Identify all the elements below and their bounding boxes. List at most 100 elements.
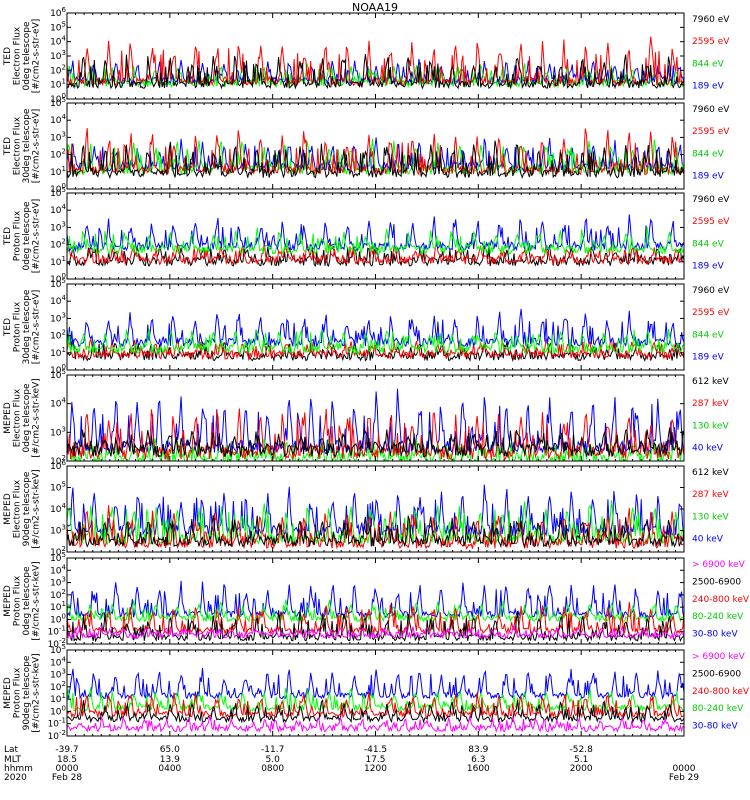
- y-axis-label-line: Proton Flux: [13, 301, 23, 352]
- y-tick-label: 105: [50, 368, 66, 381]
- y-tick-label: 104: [50, 563, 66, 576]
- y-axis-label-line: Electron Flux: [13, 26, 23, 85]
- legend-entry: 189 eV: [692, 82, 725, 92]
- series-line-612-kev: [66, 427, 685, 458]
- legend-entry: 2595 eV: [692, 217, 730, 227]
- x-tick-label: -41.5: [364, 745, 387, 755]
- y-axis-label-line: MEPED: [3, 402, 13, 434]
- y-tick-label: 100: [50, 272, 66, 285]
- x-tick-label: 65.0: [160, 745, 180, 755]
- y-tick-label: 100: [50, 363, 66, 376]
- legend-entry: > 6900 keV: [692, 560, 746, 570]
- y-tick-label: 103: [50, 49, 66, 62]
- y-axis-label-line: TED: [3, 47, 13, 66]
- y-axis-label-line: 0deg telescope: [22, 21, 32, 91]
- series-line-844-ev: [66, 226, 685, 256]
- y-tick-label: 103: [50, 425, 66, 438]
- y-axis-label-line: 90deg telescope: [22, 471, 32, 546]
- panel-2: 100 101 102 103 104 105 TED Electron Flux 30deg …: [3, 96, 730, 195]
- series-line-80-240-kev: [66, 599, 685, 623]
- legend-entry: 40 keV: [692, 535, 724, 545]
- y-tick-label: 10-2: [48, 637, 66, 650]
- y-tick-label: 104: [50, 294, 66, 307]
- legend-entry: 287 keV: [692, 399, 729, 409]
- y-axis-label-line: 0deg telescope: [22, 383, 32, 453]
- series-line-2595-ev: [66, 337, 685, 361]
- y-axis-label-line: [#/cm2-s-str-eV]: [32, 290, 42, 365]
- legend-entry: 189 eV: [692, 172, 725, 182]
- y-axis-label-line: 0deg telescope: [22, 566, 32, 636]
- y-tick-label: 104: [50, 35, 66, 48]
- y-tick-label: 104: [50, 655, 66, 668]
- x-tick-label: 0800: [261, 764, 284, 774]
- series-line-2500-6900: [66, 610, 685, 643]
- y-tick-label: 102: [50, 148, 66, 161]
- y-tick-label: 101: [50, 165, 66, 178]
- y-tick-label: 105: [50, 481, 66, 494]
- legend-entry: 189 eV: [692, 353, 725, 363]
- y-axis-label-line: Proton Flux: [13, 210, 23, 261]
- series-line-2500-6900: [66, 699, 685, 724]
- y-tick-label: 103: [50, 130, 66, 143]
- y-axis-label-line: [#/cm2-s-str-eV]: [32, 199, 42, 274]
- legend-entry: 2500-6900: [692, 669, 741, 679]
- legend-entry: 30-80 keV: [692, 722, 738, 732]
- legend-entry: 2500-6900: [692, 577, 741, 587]
- series-line-844-ev: [66, 328, 685, 356]
- x-row-label: hhmm: [4, 764, 33, 774]
- y-axis-label-line: Proton Flux: [13, 667, 23, 718]
- y-tick-label: 10-1: [48, 625, 66, 638]
- y-axis-label-line: 90deg telescope: [22, 655, 32, 730]
- y-tick-label: 103: [50, 524, 66, 537]
- series-line-30-80-kev: [66, 580, 685, 620]
- legend-entry: 189 eV: [692, 262, 725, 272]
- series-line-30-80-kev: [66, 667, 685, 701]
- y-tick-label: 106: [50, 6, 66, 19]
- x-row-label: 2020: [4, 773, 27, 783]
- legend-entry: 130 keV: [692, 421, 729, 431]
- y-tick-label: 104: [50, 397, 66, 410]
- series-line--6900-kev: [66, 624, 685, 641]
- y-tick-label: 106: [50, 459, 66, 472]
- legend-entry: 7960 eV: [692, 15, 730, 25]
- y-axis-label-line: [#/cm2-s-str-keV]: [32, 653, 42, 732]
- x-tick-label: 0000: [673, 764, 696, 774]
- legend-entry: 130 keV: [692, 512, 729, 522]
- y-tick-label: 100: [50, 92, 66, 105]
- legend-entry: 2595 eV: [692, 308, 730, 318]
- series-line-844-ev: [66, 63, 685, 89]
- y-tick-label: 102: [50, 588, 66, 601]
- y-axis-label-line: 30deg telescope: [22, 108, 32, 183]
- legend-entry: 240-800 keV: [692, 595, 750, 605]
- y-tick-label: 104: [50, 113, 66, 126]
- series-line-612-kev: [66, 515, 685, 549]
- y-tick-label: 10-1: [48, 717, 66, 730]
- x-tick-label: 18.5: [57, 755, 77, 765]
- panel-3: 100 101 102 103 104 105 TED Proton Flux 0deg tel…: [3, 186, 730, 285]
- y-axis-label-line: [#/cm2-s-str-keV]: [32, 561, 42, 640]
- y-axis-label-line: Electron Flux: [13, 116, 23, 175]
- x-tick-label: 5.0: [266, 755, 281, 765]
- y-tick-label: 105: [50, 277, 66, 290]
- legend-entry: 612 keV: [692, 377, 729, 387]
- y-tick-label: 100: [50, 182, 66, 195]
- legend-entry: 80-240 keV: [692, 704, 744, 714]
- x-tick-label: 2000: [570, 764, 593, 774]
- y-tick-label: 105: [50, 551, 66, 564]
- y-tick-label: 10-2: [48, 729, 66, 742]
- y-tick-label: 100: [50, 704, 66, 717]
- y-tick-label: 101: [50, 346, 66, 359]
- y-axis-label-line: Electron Flux: [13, 479, 23, 538]
- x-tick-label: 1200: [364, 764, 387, 774]
- y-tick-label: 101: [50, 692, 66, 705]
- series-line-2595-ev: [66, 240, 685, 266]
- x-tick-label: Feb 28: [52, 773, 83, 783]
- y-axis-label-line: [#/cm2-s-str-keV]: [32, 378, 42, 457]
- y-tick-label: 101: [50, 255, 66, 268]
- y-axis-label-line: [#/cm2-s-str-keV]: [32, 469, 42, 548]
- y-axis-label-line: Electron Flux: [13, 388, 23, 447]
- y-tick-label: 104: [50, 502, 66, 515]
- y-axis-label-line: MEPED: [3, 585, 13, 617]
